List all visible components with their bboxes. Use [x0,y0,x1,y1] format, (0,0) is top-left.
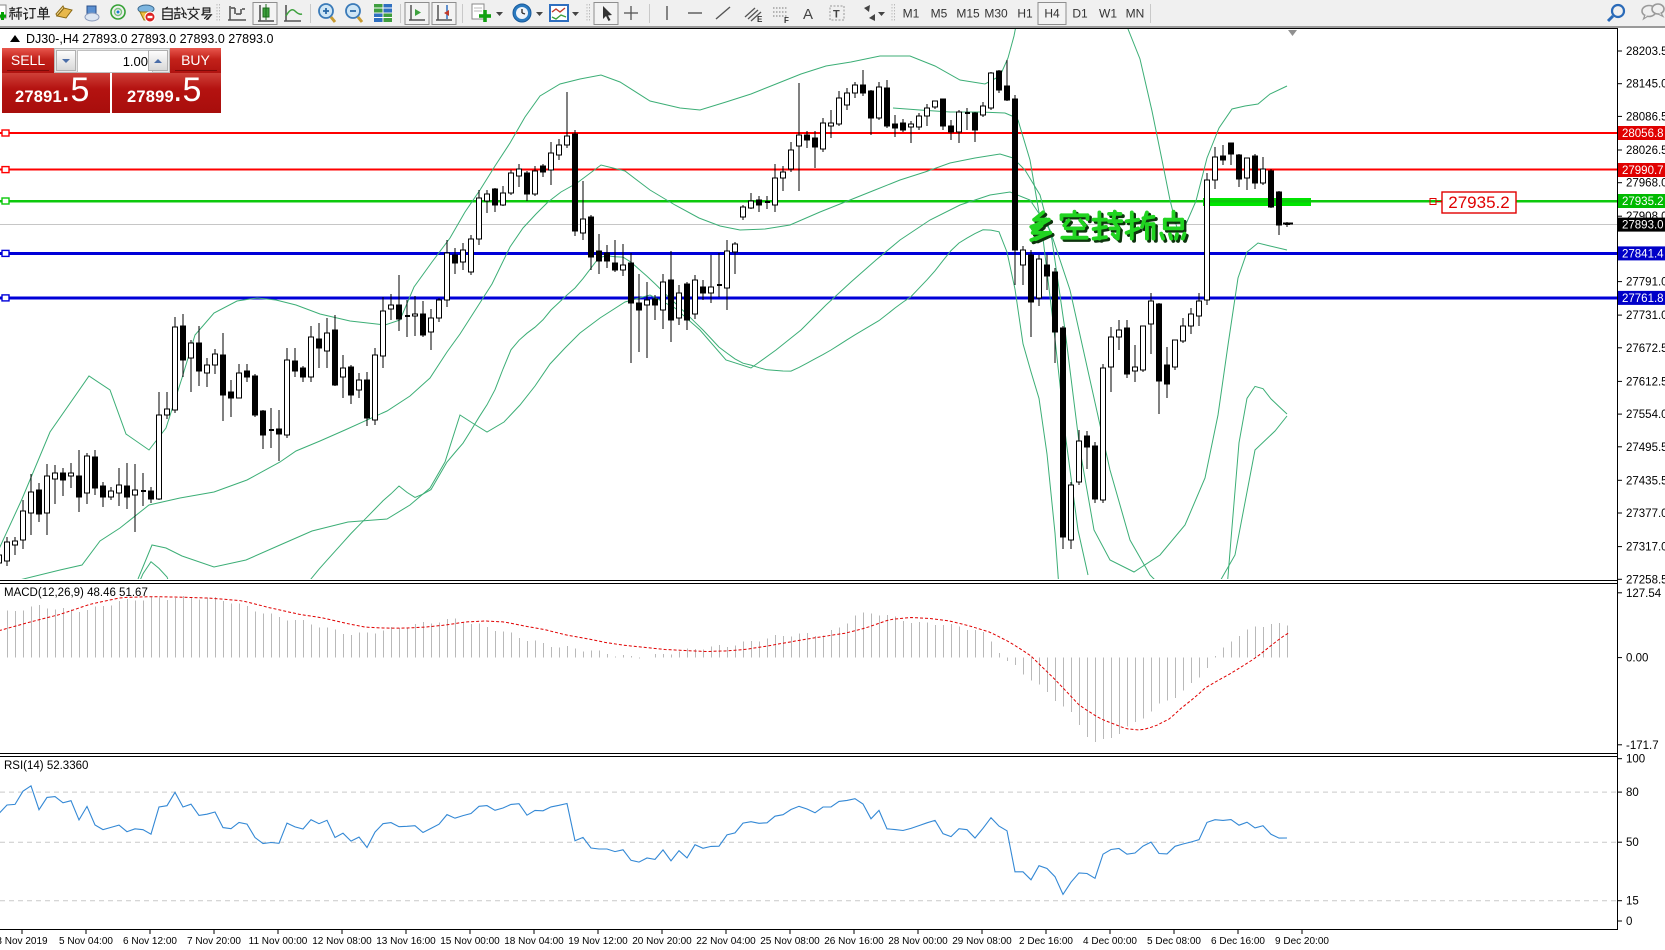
svg-text:27672.5: 27672.5 [1626,343,1665,355]
svg-text:27317.0: 27317.0 [1626,542,1665,554]
svg-text:27791.0: 27791.0 [1626,277,1665,289]
svg-text:5 Nov 04:00: 5 Nov 04:00 [59,936,113,947]
svg-text:27731.0: 27731.0 [1626,310,1665,322]
svg-text:0: 0 [1626,916,1632,928]
svg-text:27761.8: 27761.8 [1622,293,1664,305]
svg-text:28026.5: 28026.5 [1626,145,1665,157]
svg-text:H4: H4 [1044,7,1060,21]
svg-text:27935.2: 27935.2 [1448,193,1509,212]
svg-text:MACD(12,26,9) 48.46 51.67: MACD(12,26,9) 48.46 51.67 [4,587,148,599]
svg-text:5 Dec 08:00: 5 Dec 08:00 [1147,936,1201,947]
svg-text:6 Dec 16:00: 6 Dec 16:00 [1211,936,1265,947]
svg-text:MN: MN [1126,7,1145,21]
svg-text:50: 50 [1626,837,1639,849]
svg-text:19 Nov 12:00: 19 Nov 12:00 [568,936,628,947]
svg-text:27554.0: 27554.0 [1626,409,1665,421]
svg-text:W1: W1 [1099,7,1117,21]
svg-text:7 Nov 20:00: 7 Nov 20:00 [187,936,241,947]
svg-text:D1: D1 [1072,7,1088,21]
svg-text:27612.5: 27612.5 [1626,376,1665,388]
svg-text:27935.2: 27935.2 [1622,196,1664,208]
svg-text:-171.7: -171.7 [1626,740,1659,752]
svg-text:22 Nov 04:00: 22 Nov 04:00 [696,936,756,947]
svg-text:15 Nov 00:00: 15 Nov 00:00 [440,936,500,947]
svg-text:11 Nov 00:00: 11 Nov 00:00 [249,936,308,947]
svg-text:0.00: 0.00 [1626,653,1648,665]
svg-text:M15: M15 [956,7,980,21]
svg-text:27893.0: 27893.0 [1622,220,1664,232]
svg-text:27968.0: 27968.0 [1626,178,1665,190]
svg-text:H1: H1 [1017,7,1033,21]
svg-text:27377.0: 27377.0 [1626,508,1665,520]
svg-text:26 Nov 16:00: 26 Nov 16:00 [824,936,884,947]
svg-text:M5: M5 [931,7,948,21]
svg-text:28145.0: 28145.0 [1626,79,1665,91]
svg-text:3 Nov 2019: 3 Nov 2019 [0,936,48,947]
svg-text:RSI(14) 52.3360: RSI(14) 52.3360 [4,760,88,772]
svg-text:127.54: 127.54 [1626,588,1662,600]
svg-text:27495.5: 27495.5 [1626,442,1665,454]
svg-text:T: T [833,9,840,21]
svg-text:27258.5: 27258.5 [1626,574,1665,586]
svg-text:M1: M1 [903,7,920,21]
svg-text:28203.5: 28203.5 [1626,46,1665,58]
svg-text:6 Nov 12:00: 6 Nov 12:00 [123,936,177,947]
svg-text:27841.4: 27841.4 [1622,248,1664,260]
svg-text:E: E [757,15,763,24]
svg-text:29 Nov 08:00: 29 Nov 08:00 [952,936,1012,947]
svg-text:18 Nov 04:00: 18 Nov 04:00 [504,936,564,947]
svg-text:4 Dec 00:00: 4 Dec 00:00 [1083,936,1137,947]
svg-text:28056.8: 28056.8 [1622,128,1664,140]
svg-text:DJ30-,H4 27893.0 27893.0 2789: DJ30-,H4 27893.0 27893.0 27893.0 27893.0 [26,32,273,46]
svg-text:27990.7: 27990.7 [1622,165,1664,177]
svg-text:20 Nov 20:00: 20 Nov 20:00 [632,936,692,947]
svg-text:15: 15 [1626,896,1639,908]
svg-text:F: F [784,16,789,25]
svg-text:25 Nov 08:00: 25 Nov 08:00 [760,936,820,947]
svg-text:9 Dec 20:00: 9 Dec 20:00 [1275,936,1329,947]
svg-text:2 Dec 16:00: 2 Dec 16:00 [1019,936,1073,947]
svg-text:12 Nov 08:00: 12 Nov 08:00 [312,936,372,947]
svg-text:27435.5: 27435.5 [1626,475,1665,487]
svg-text:A: A [803,6,813,23]
svg-text:M30: M30 [984,7,1008,21]
svg-text:28086.5: 28086.5 [1626,111,1665,123]
svg-text:80: 80 [1626,787,1639,799]
svg-text:13 Nov 16:00: 13 Nov 16:00 [376,936,436,947]
svg-text:28 Nov 00:00: 28 Nov 00:00 [888,936,948,947]
svg-text:100: 100 [1626,754,1645,766]
